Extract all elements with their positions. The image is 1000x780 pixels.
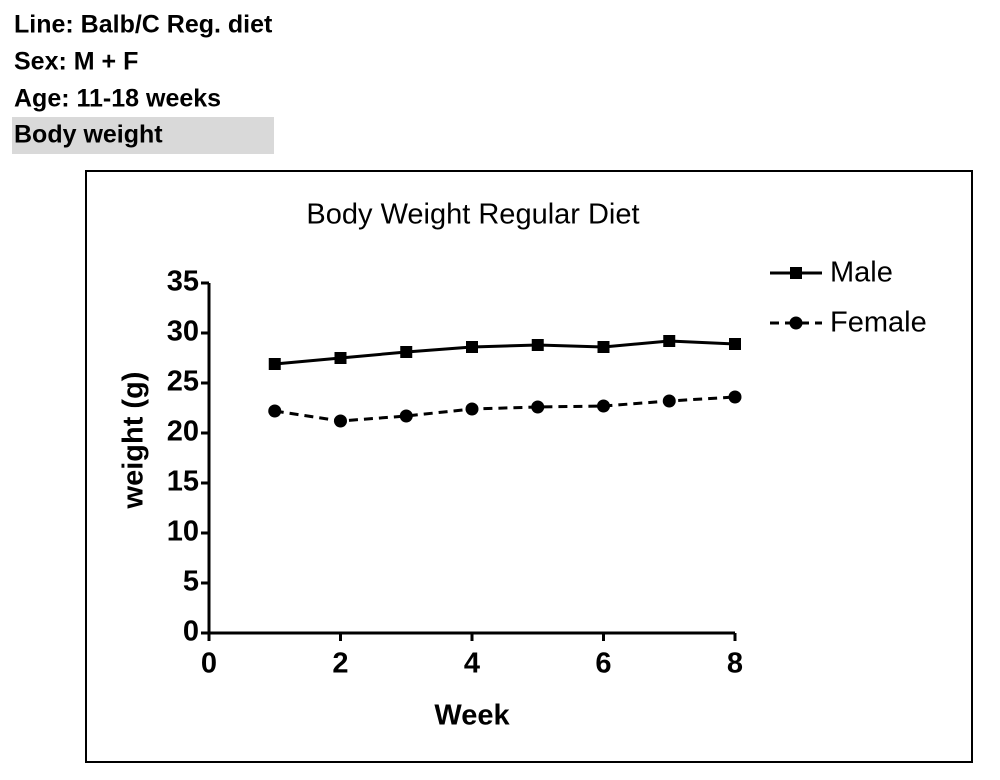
y-tick-label: 15	[167, 466, 199, 498]
marker	[663, 335, 676, 347]
marker	[531, 400, 545, 414]
marker	[399, 409, 413, 423]
y-tick-label: 0	[183, 616, 199, 648]
chart-frame	[85, 170, 973, 763]
y-tick-label: 25	[167, 366, 199, 398]
marker	[268, 358, 281, 370]
marker	[597, 399, 610, 413]
legend-label: Female	[830, 307, 927, 339]
x-tick-label: 4	[464, 648, 480, 680]
marker	[466, 341, 478, 353]
marker	[728, 390, 742, 404]
marker	[465, 402, 479, 416]
x-tick-label: 6	[595, 648, 611, 680]
marker	[334, 414, 347, 428]
series-line	[274, 339, 736, 366]
legend-marker	[789, 316, 803, 330]
header-line: Line: Balb/C Reg. diet	[14, 11, 273, 39]
x-tick-label: 8	[727, 648, 743, 680]
x-tick-label: 2	[332, 648, 348, 680]
x-tick-label: 0	[201, 648, 217, 680]
y-tick-label: 35	[167, 266, 199, 298]
marker	[531, 339, 544, 351]
series-line	[274, 395, 736, 423]
header-line: Age: 11-18 weeks	[14, 85, 221, 113]
legend-marker	[790, 267, 802, 279]
marker	[729, 338, 741, 350]
x-axis-label: Week	[434, 700, 510, 732]
header-line: Body weight	[14, 121, 163, 149]
header-line: Sex: M + F	[14, 48, 138, 76]
marker	[334, 352, 347, 364]
highlight-box	[12, 117, 274, 154]
marker	[400, 346, 413, 358]
y-axis-label: weight (g)	[118, 372, 150, 510]
marker	[597, 341, 610, 353]
marker	[662, 394, 676, 408]
y-tick-label: 20	[167, 416, 199, 448]
chart-title: Body Weight Regular Diet	[306, 199, 639, 231]
y-tick-label: 5	[183, 566, 199, 598]
y-tick-label: 30	[167, 316, 199, 348]
marker	[268, 404, 282, 418]
legend-label: Male	[830, 257, 893, 289]
y-tick-label: 10	[167, 516, 199, 548]
